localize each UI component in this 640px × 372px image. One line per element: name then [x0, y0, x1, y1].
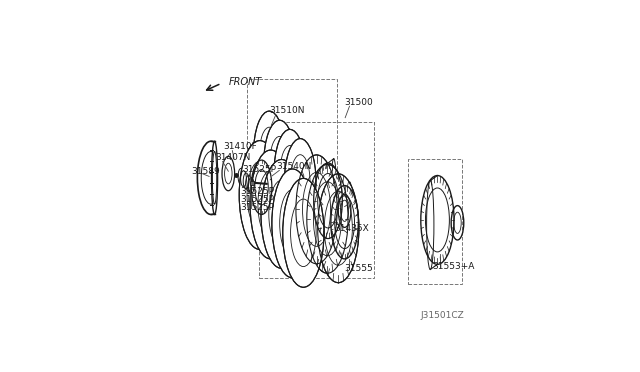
Ellipse shape — [272, 169, 313, 278]
Text: FRONT: FRONT — [228, 77, 262, 87]
Ellipse shape — [250, 150, 291, 259]
Ellipse shape — [284, 139, 316, 223]
Ellipse shape — [283, 179, 324, 287]
Text: 31407N: 31407N — [216, 153, 251, 162]
Text: 31553+A: 31553+A — [433, 263, 475, 272]
Text: 31525P: 31525P — [242, 166, 276, 174]
Text: 31410F: 31410F — [224, 142, 257, 151]
Text: 31525P: 31525P — [240, 187, 274, 196]
Ellipse shape — [274, 129, 306, 214]
Text: 31525P: 31525P — [240, 195, 274, 203]
Ellipse shape — [253, 111, 285, 196]
Ellipse shape — [264, 120, 295, 205]
Ellipse shape — [317, 174, 359, 283]
Text: 31525P: 31525P — [241, 203, 275, 212]
Text: J31501CZ: J31501CZ — [420, 311, 464, 320]
Ellipse shape — [296, 155, 337, 264]
Ellipse shape — [239, 141, 280, 250]
Ellipse shape — [261, 160, 302, 268]
Text: 31589: 31589 — [191, 167, 220, 176]
Text: 31555: 31555 — [344, 264, 372, 273]
Ellipse shape — [307, 164, 348, 273]
Text: 31510N: 31510N — [269, 106, 305, 115]
Text: 31500: 31500 — [344, 98, 373, 107]
Text: 31435X: 31435X — [334, 224, 369, 233]
Bar — [250, 181, 254, 185]
Text: 31540N: 31540N — [276, 162, 312, 171]
